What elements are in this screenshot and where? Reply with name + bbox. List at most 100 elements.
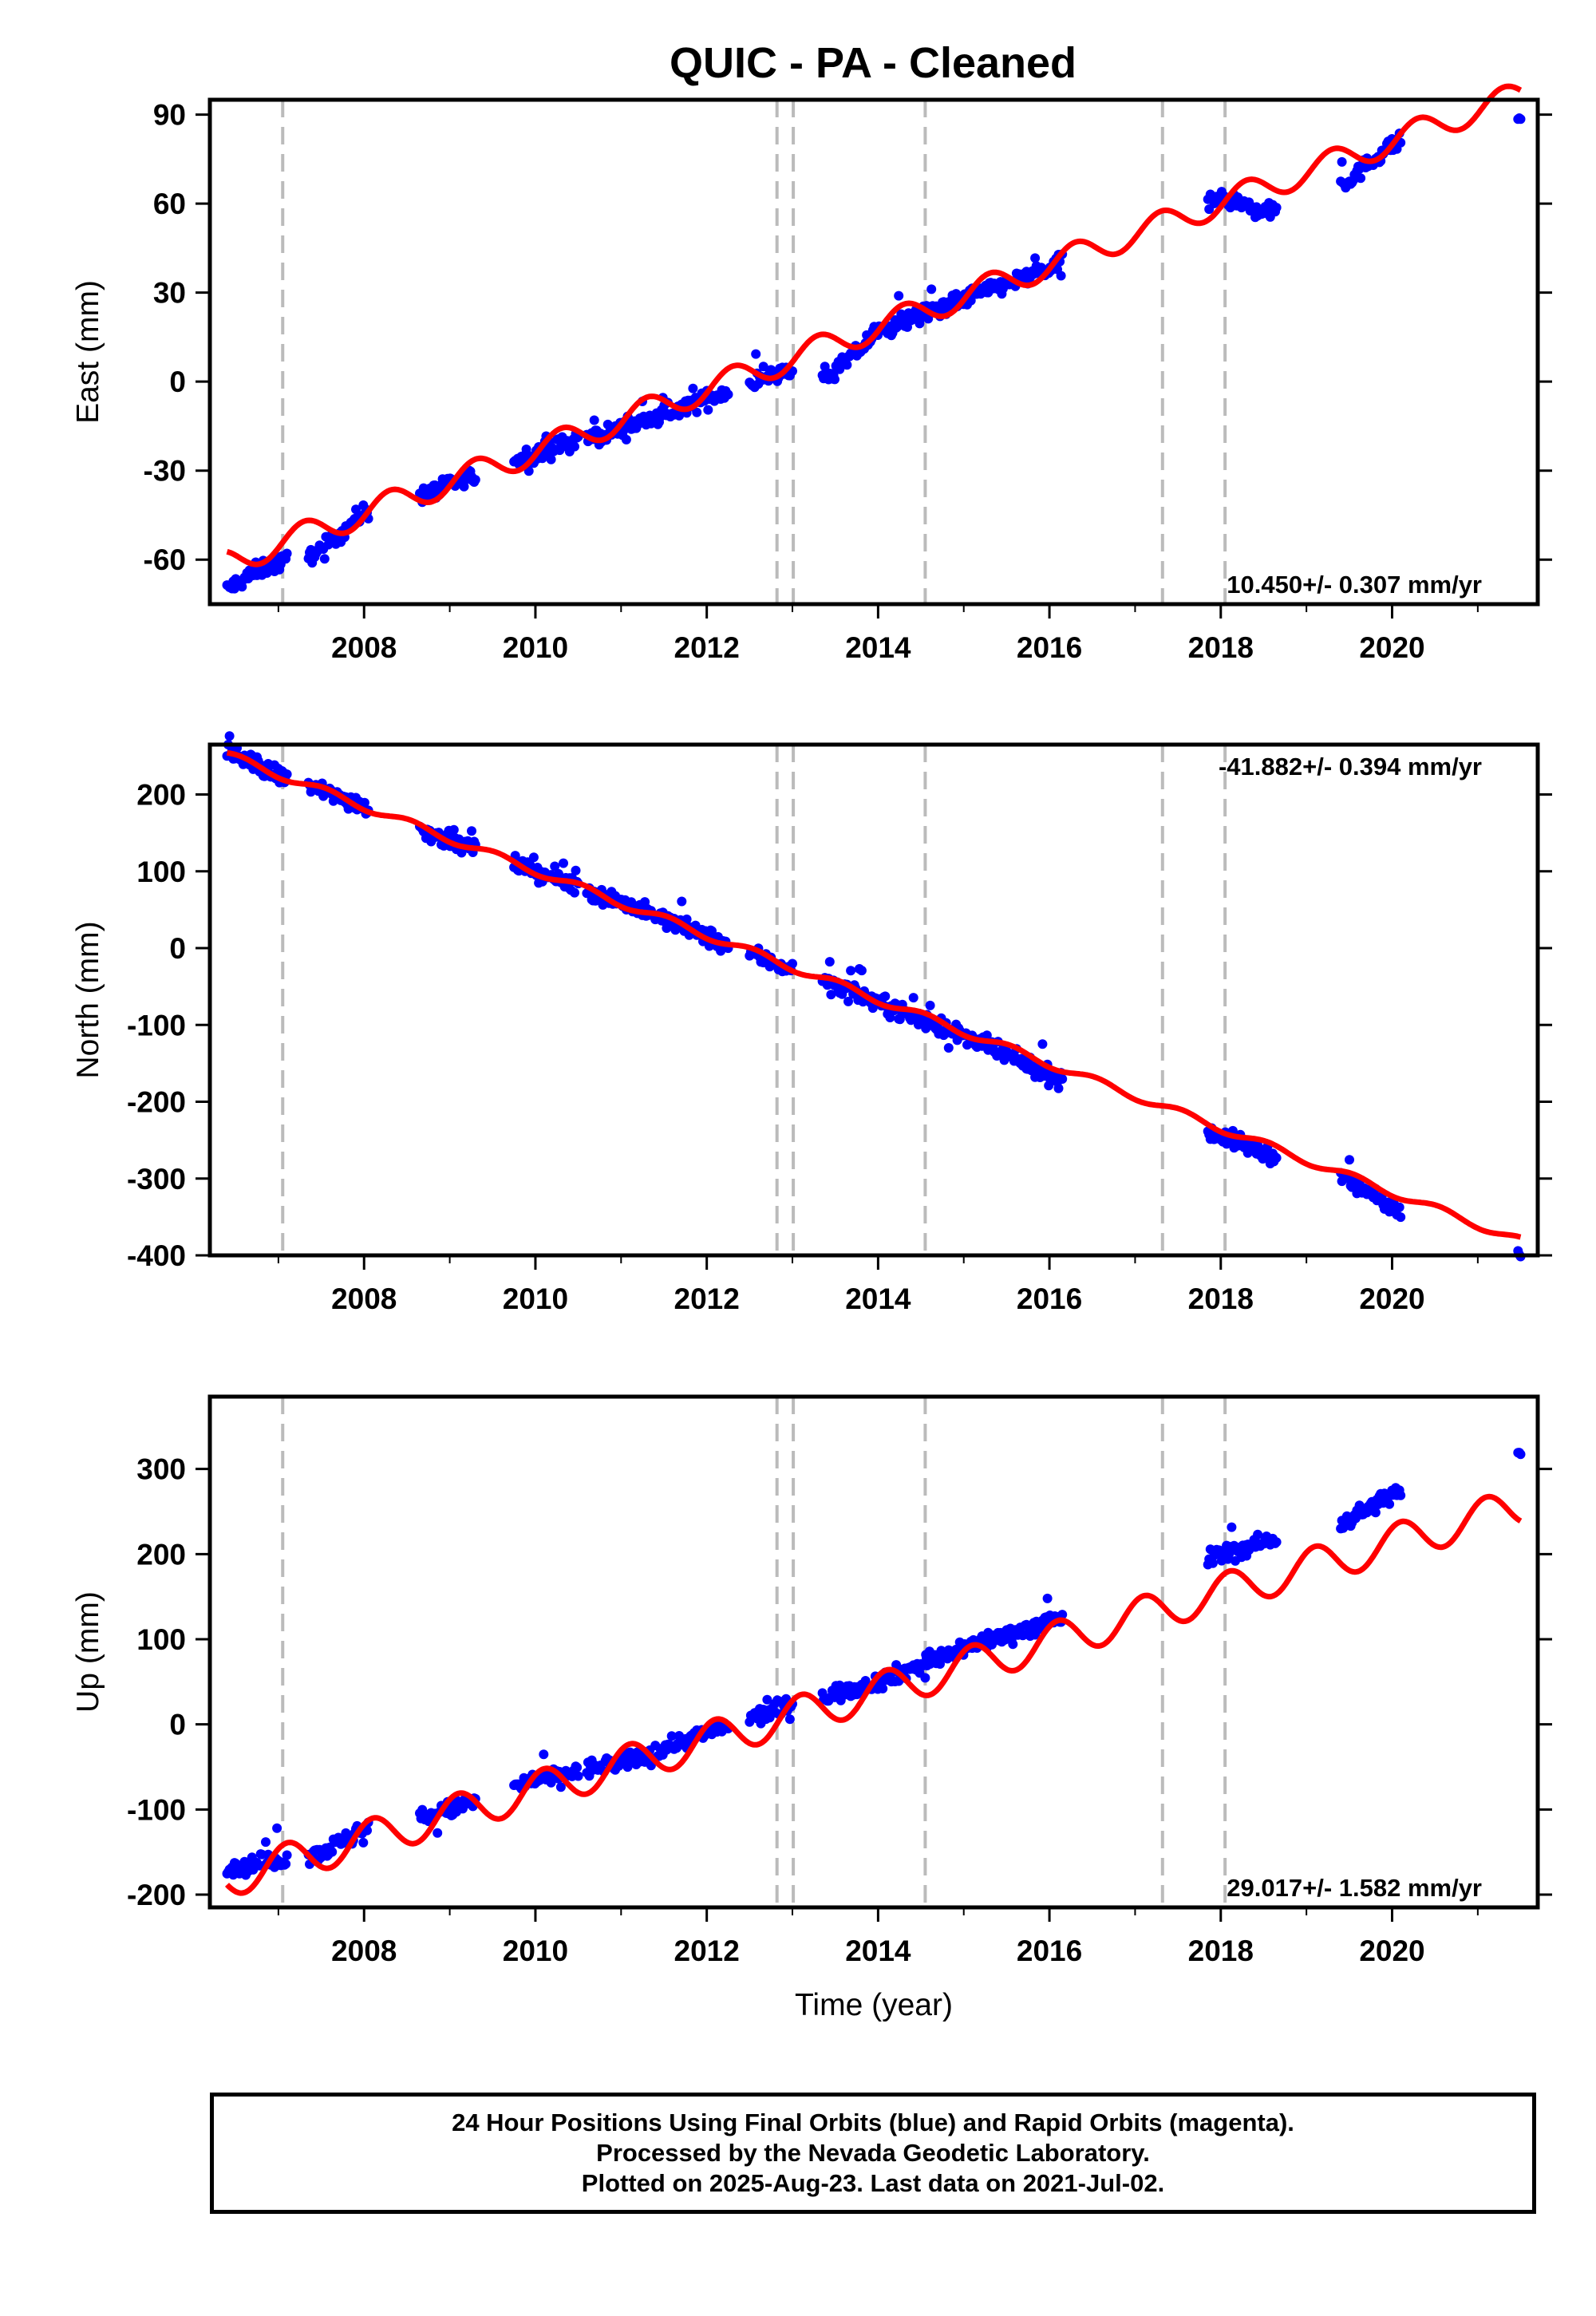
data-point (925, 1000, 935, 1010)
data-point (824, 957, 835, 967)
data-point (688, 383, 698, 393)
data-point (1227, 1522, 1237, 1532)
y-tick-label: -200 (127, 1086, 186, 1119)
data-point (448, 824, 459, 835)
data-point (559, 858, 568, 868)
data-point (1271, 1537, 1282, 1547)
data-point (282, 548, 292, 559)
x-tick-label: 2016 (1017, 631, 1082, 664)
y-tick-label: 100 (136, 1623, 186, 1656)
data-point (362, 1825, 372, 1836)
data-point (459, 481, 469, 492)
data-point (589, 415, 599, 425)
model-fit-line (226, 749, 1522, 1240)
model-fit-line (226, 83, 1523, 567)
y-tick-label: 300 (136, 1453, 186, 1486)
y-tick-label: -400 (127, 1239, 186, 1272)
data-point (926, 284, 937, 294)
data-point (894, 290, 904, 301)
data-point (1008, 1639, 1018, 1650)
y-tick-label: 0 (169, 932, 186, 965)
x-tick-label: 2010 (503, 1935, 568, 1967)
x-tick-label: 2008 (331, 631, 397, 664)
x-tick-label: 2020 (1359, 631, 1424, 664)
y-tick-label: 0 (169, 366, 186, 398)
y-tick-label: 90 (153, 99, 186, 132)
processing-note-line-1: 24 Hour Positions Using Final Orbits (bl… (452, 2109, 1294, 2136)
data-point (758, 362, 768, 372)
data-point (351, 504, 361, 515)
x-tick-label: 2012 (674, 631, 740, 664)
data-point (272, 1823, 282, 1833)
data-point (856, 966, 867, 976)
data-point (1053, 1083, 1064, 1093)
data-point (723, 389, 733, 400)
y-tick-label: -30 (144, 455, 186, 488)
data-point (546, 1777, 556, 1788)
y-tick-label: -100 (127, 1793, 186, 1826)
data-point (470, 475, 480, 485)
data-point (1207, 1558, 1218, 1568)
data-point (677, 896, 687, 907)
data-point (319, 554, 330, 564)
data-point (1337, 156, 1347, 167)
x-tick-label: 2016 (1017, 1935, 1082, 1967)
data-point (282, 769, 292, 780)
y-axis-label: Up (mm) (71, 1591, 105, 1713)
data-point (359, 797, 369, 808)
data-point (1394, 1202, 1404, 1212)
data-point (1370, 1508, 1381, 1518)
velocity-rate-label: 10.450+/- 0.307 mm/yr (1227, 571, 1482, 599)
data-point (528, 852, 539, 863)
data-point (880, 991, 891, 1002)
data-point (1042, 1593, 1053, 1603)
x-tick-label: 2018 (1188, 1282, 1254, 1315)
data-point (570, 887, 579, 898)
y-tick-label: 0 (169, 1709, 186, 1741)
data-point (982, 1030, 992, 1041)
y-tick-label: -200 (127, 1879, 186, 1911)
data-point (1385, 1499, 1395, 1509)
x-tick-label: 2014 (845, 631, 911, 664)
y-tick-label: 100 (136, 856, 186, 888)
chart-title: QUIC - PA - Cleaned (670, 39, 1077, 87)
y-tick-label: 60 (153, 188, 186, 220)
plot-frame (207, 1394, 1540, 1910)
data-point (550, 861, 560, 871)
processing-note-line-3: Plotted on 2025-Aug-23. Last data on 202… (581, 2169, 1165, 2197)
data-point (433, 1828, 443, 1838)
data-point (1345, 1155, 1354, 1165)
data-point (1037, 1039, 1048, 1049)
data-point (826, 990, 836, 1000)
data-point (830, 374, 839, 385)
processing-note-line-2: Processed by the Nevada Geodetic Laborat… (596, 2139, 1150, 2167)
data-point (908, 993, 918, 1003)
data-point (467, 826, 476, 836)
data-point (692, 407, 702, 417)
data-point (1030, 253, 1041, 263)
y-axis-label: East (mm) (71, 280, 105, 424)
data-point (1271, 203, 1282, 213)
north-panel: 2008 2010 2012 2014 2016 2018 2020 -400 -300 -200… (71, 731, 1552, 1315)
data-point (788, 958, 797, 969)
data-point (842, 360, 852, 370)
data-point (573, 1771, 583, 1781)
data-point (621, 434, 631, 445)
data-point (846, 966, 856, 976)
x-axis-label: Time (year) (795, 1988, 953, 2022)
data-point (224, 731, 235, 741)
x-tick-label: 2020 (1359, 1282, 1424, 1315)
data-point (1396, 1490, 1406, 1500)
processing-note-box: 24 Hour Positions Using Final Orbits (bl… (210, 2093, 1536, 2214)
y-axis-label: North (mm) (71, 921, 105, 1078)
y-tick-label: 200 (136, 1538, 186, 1571)
x-tick-label: 2008 (331, 1935, 397, 1967)
data-point (666, 1731, 677, 1741)
x-tick-label: 2016 (1017, 1282, 1082, 1315)
up-panel: 2008 2010 2012 2014 2016 2018 2020 -200 -100 0 100… (71, 1394, 1552, 2022)
data-point (622, 1762, 633, 1773)
data-point (1515, 1449, 1526, 1460)
x-tick-label: 2018 (1188, 1935, 1254, 1967)
data-point (703, 405, 713, 415)
